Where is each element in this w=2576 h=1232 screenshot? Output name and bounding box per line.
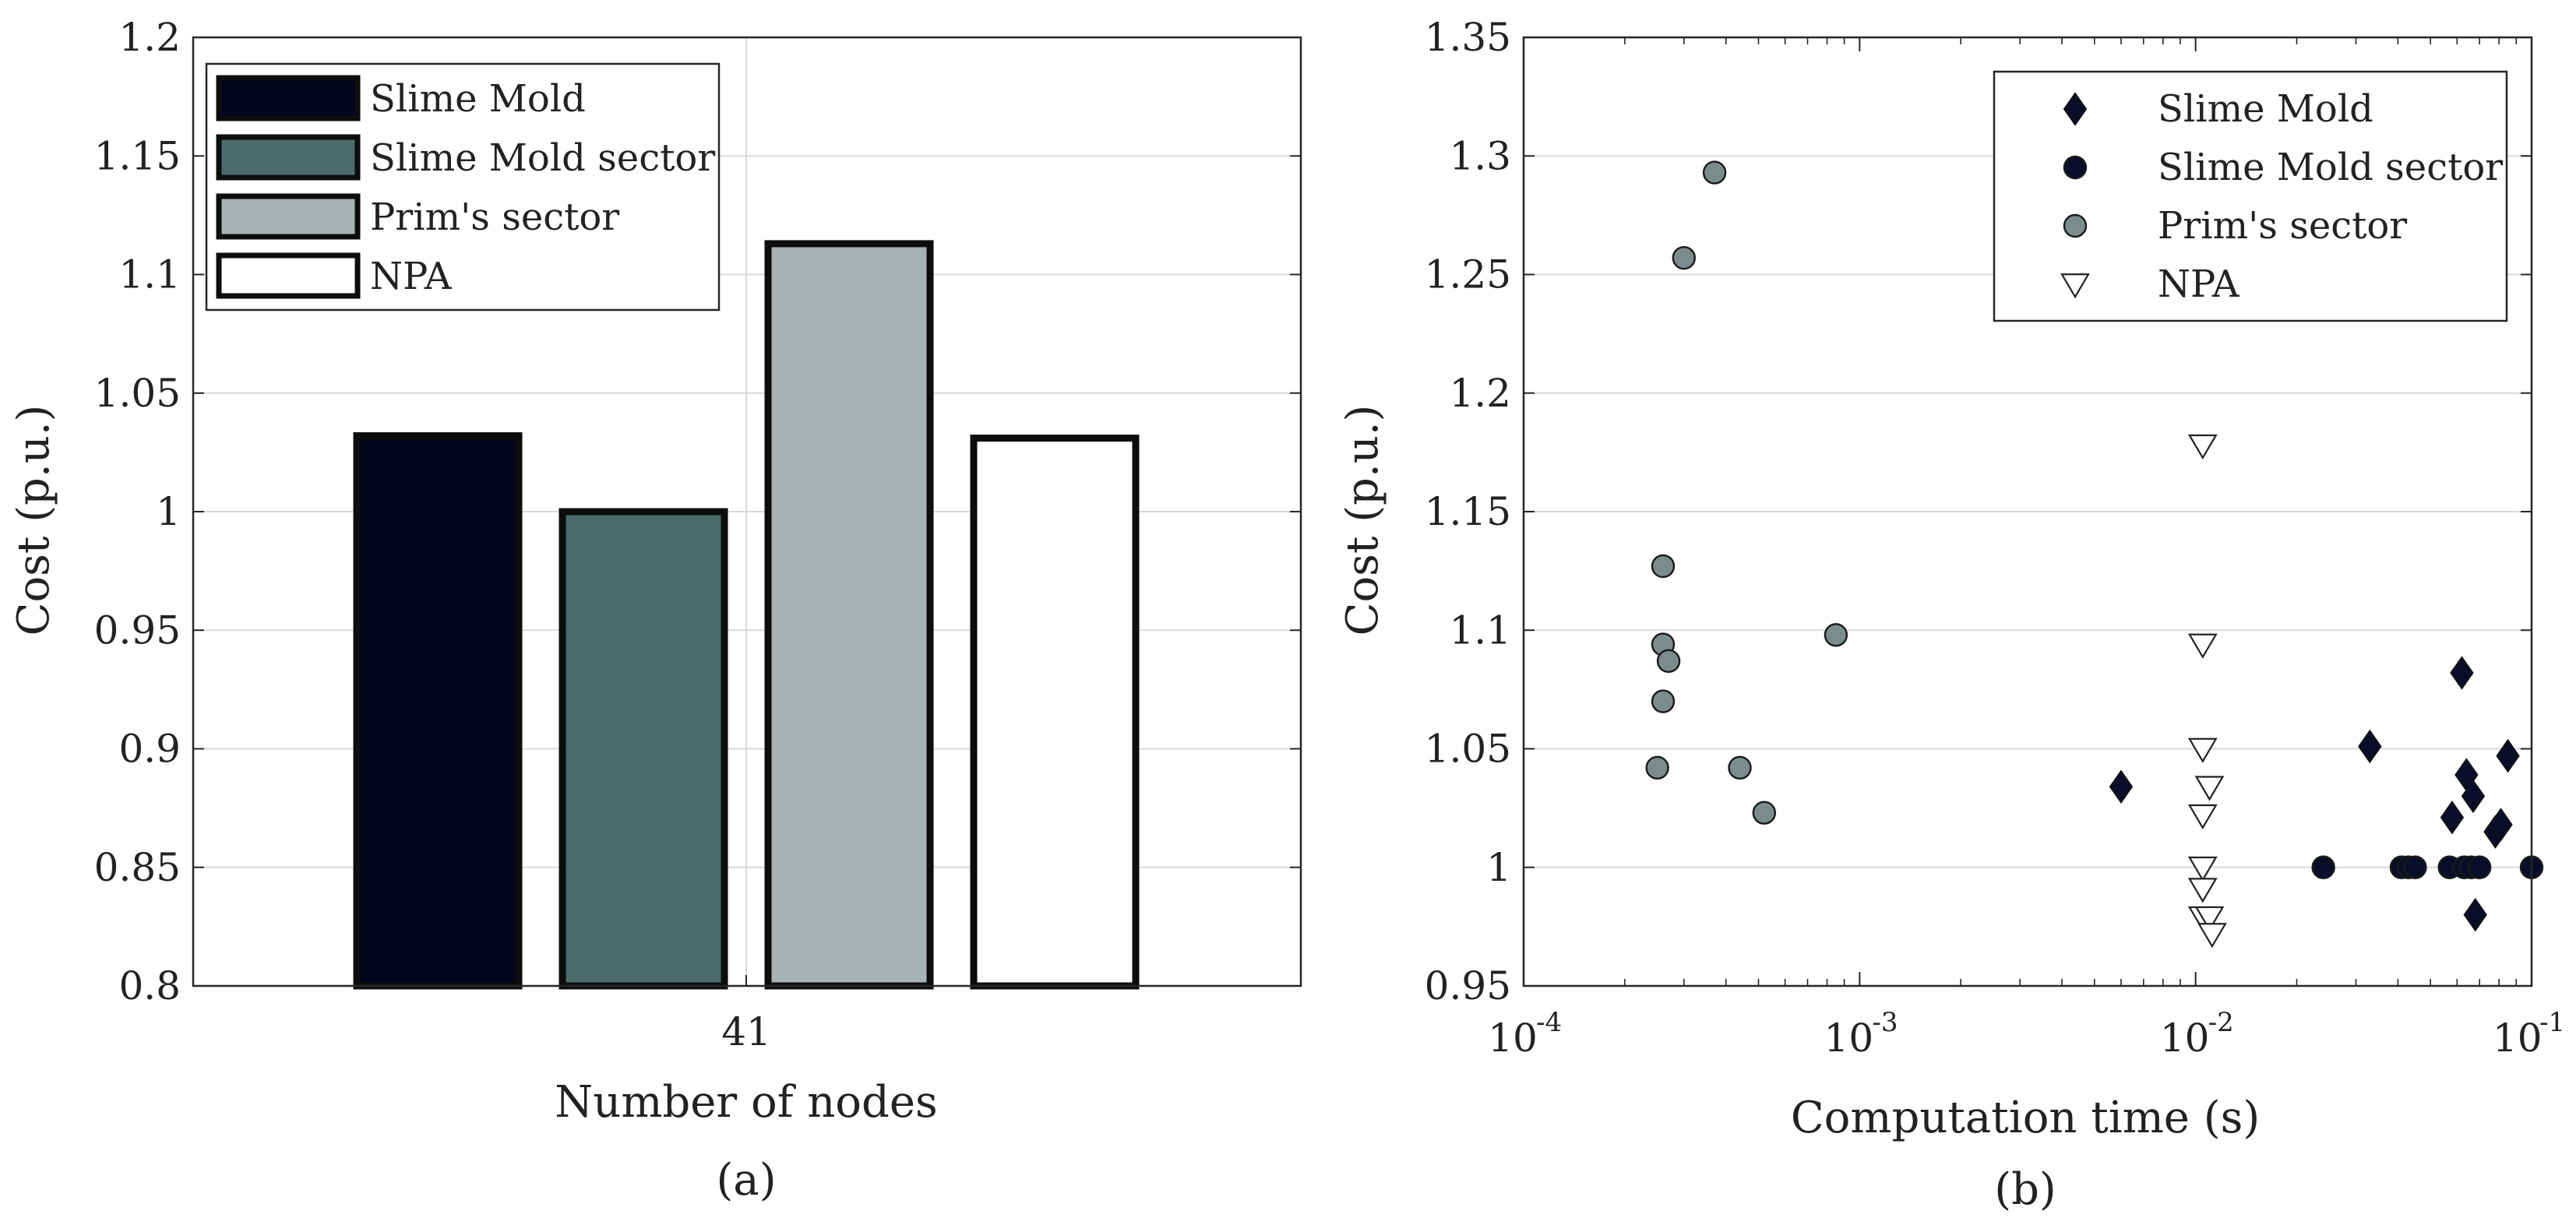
bar-chart-a: 0.8 0.85 0.9 0.95 1 1.05 1.1 1.15 1.2 41 Slime Mol… <box>94 15 1302 1054</box>
a-legend-label-slime-mold-sector: Slime Mold sector <box>370 136 715 180</box>
a-y-axis-label: Cost (p.u.) <box>9 405 59 636</box>
point-prim-s-sector <box>1651 554 1676 579</box>
b-y-tick-label: 1.35 <box>1425 15 1511 60</box>
point-slime-mold <box>2109 769 2134 804</box>
b-x-tick-label-base: 10 <box>1824 1016 1874 1061</box>
a-y-tick-label: 1 <box>156 489 181 534</box>
a-y-tick-label: 0.95 <box>94 607 181 653</box>
b-x-tick-label-base: 10 <box>2493 1016 2543 1061</box>
b-y-tick-label: 1.25 <box>1425 252 1511 297</box>
b-x-tick-label-exp: -4 <box>1536 1007 1562 1038</box>
point-npa <box>2187 633 2218 659</box>
b-y-tick-label: 1 <box>1486 845 1511 890</box>
point-prim-s-sector <box>1728 755 1752 780</box>
b-y-tick-label: 1.15 <box>1425 489 1511 534</box>
point-prim-s-sector <box>1651 689 1676 713</box>
a-y-tick-label: 0.8 <box>118 963 181 1008</box>
point-npa <box>2194 776 2225 801</box>
point-prim-s-sector <box>1656 649 1681 674</box>
point-slime-mold <box>2358 729 2382 764</box>
a-y-tick-label: 1.1 <box>118 252 181 297</box>
point-slime-mold <box>2489 808 2513 842</box>
a-legend-label-slime-mold: Slime Mold <box>370 77 586 121</box>
a-y-tick-label: 0.9 <box>118 727 181 772</box>
point-npa <box>2187 878 2218 903</box>
a-legend-swatch-prim-s-sector <box>216 193 361 240</box>
a-axes-frame <box>192 36 1302 987</box>
a-y-tick-label: 1.15 <box>94 133 181 178</box>
point-slime-mold-sector <box>2467 855 2492 879</box>
b-legend-label-npa: NPA <box>2158 262 2240 306</box>
a-panel-label: (a) <box>716 1155 776 1206</box>
a-legend-swatch-slime-mold-sector <box>216 134 361 181</box>
point-slime-mold-sector <box>2311 855 2335 879</box>
b-y-tick-label: 1.1 <box>1449 607 1511 653</box>
b-y-tick-label: 1.3 <box>1449 133 1511 178</box>
bar-prim-s-sector <box>764 240 934 990</box>
b-legend-marker-npa <box>2060 273 2090 299</box>
a-y-tick-label: 0.85 <box>94 845 181 890</box>
point-prim-s-sector <box>1672 245 1696 270</box>
b-x-tick-label-exp: -2 <box>2208 1007 2234 1038</box>
b-legend-marker-slime-mold <box>2063 92 2088 126</box>
a-x-axis-label: Number of nodes <box>555 1077 937 1128</box>
b-legend-label-slime-mold-sector: Slime Mold sector <box>2158 146 2503 189</box>
a-y-tick-label: 1.05 <box>94 371 181 416</box>
bar-slime-mold-sector <box>559 508 728 990</box>
point-npa <box>2187 856 2218 882</box>
point-prim-s-sector <box>1702 160 1727 185</box>
bar-slime-mold <box>353 432 523 990</box>
a-legend-label-prim-s-sector: Prim's sector <box>370 195 619 239</box>
b-x-tick-label-exp: -3 <box>1872 1007 1898 1038</box>
point-slime-mold-sector <box>2403 855 2427 879</box>
bar-npa <box>970 435 1140 990</box>
b-panel-label: (b) <box>1994 1164 2056 1215</box>
a-legend-label-npa: NPA <box>370 255 453 298</box>
b-y-tick-label: 1.05 <box>1425 727 1511 772</box>
point-npa <box>2197 923 2227 949</box>
b-legend-label-slime-mold: Slime Mold <box>2158 87 2373 131</box>
b-y-tick-label: 1.2 <box>1449 371 1511 416</box>
a-y-tick-label: 1.2 <box>118 15 181 60</box>
b-x-axis-label: Computation time (s) <box>1791 1093 2260 1143</box>
b-x-tick-label-base: 10 <box>1488 1016 1538 1061</box>
point-slime-mold <box>2463 897 2487 932</box>
b-axes-frame <box>1522 36 2533 987</box>
b-legend-label-prim-s-sector: Prim's sector <box>2158 204 2407 248</box>
b-x-tick-label-exp: -1 <box>2539 1007 2565 1038</box>
a-x-tick-label: 41 <box>721 1009 771 1054</box>
point-npa <box>2187 804 2218 830</box>
b-y-tick-label: 0.95 <box>1425 963 1511 1008</box>
point-slime-mold <box>2496 738 2520 773</box>
b-x-tick-label-base: 10 <box>2160 1016 2210 1061</box>
point-slime-mold <box>2450 656 2474 690</box>
b-legend-marker-slime-mold-sector <box>2063 155 2088 180</box>
b-y-axis-label: Cost (p.u.) <box>1337 405 1388 636</box>
point-prim-s-sector <box>1824 623 1848 647</box>
point-prim-s-sector <box>1645 755 1669 780</box>
point-npa <box>2187 434 2218 460</box>
a-legend-swatch-slime-mold <box>216 75 361 121</box>
point-npa <box>2187 737 2218 763</box>
a-legend-swatch-npa <box>216 252 361 299</box>
point-slime-mold <box>2461 779 2486 814</box>
point-npa <box>2194 906 2225 932</box>
point-prim-s-sector <box>1752 801 1777 825</box>
point-slime-mold <box>2440 801 2465 835</box>
b-legend-marker-prim-s-sector <box>2063 213 2088 238</box>
